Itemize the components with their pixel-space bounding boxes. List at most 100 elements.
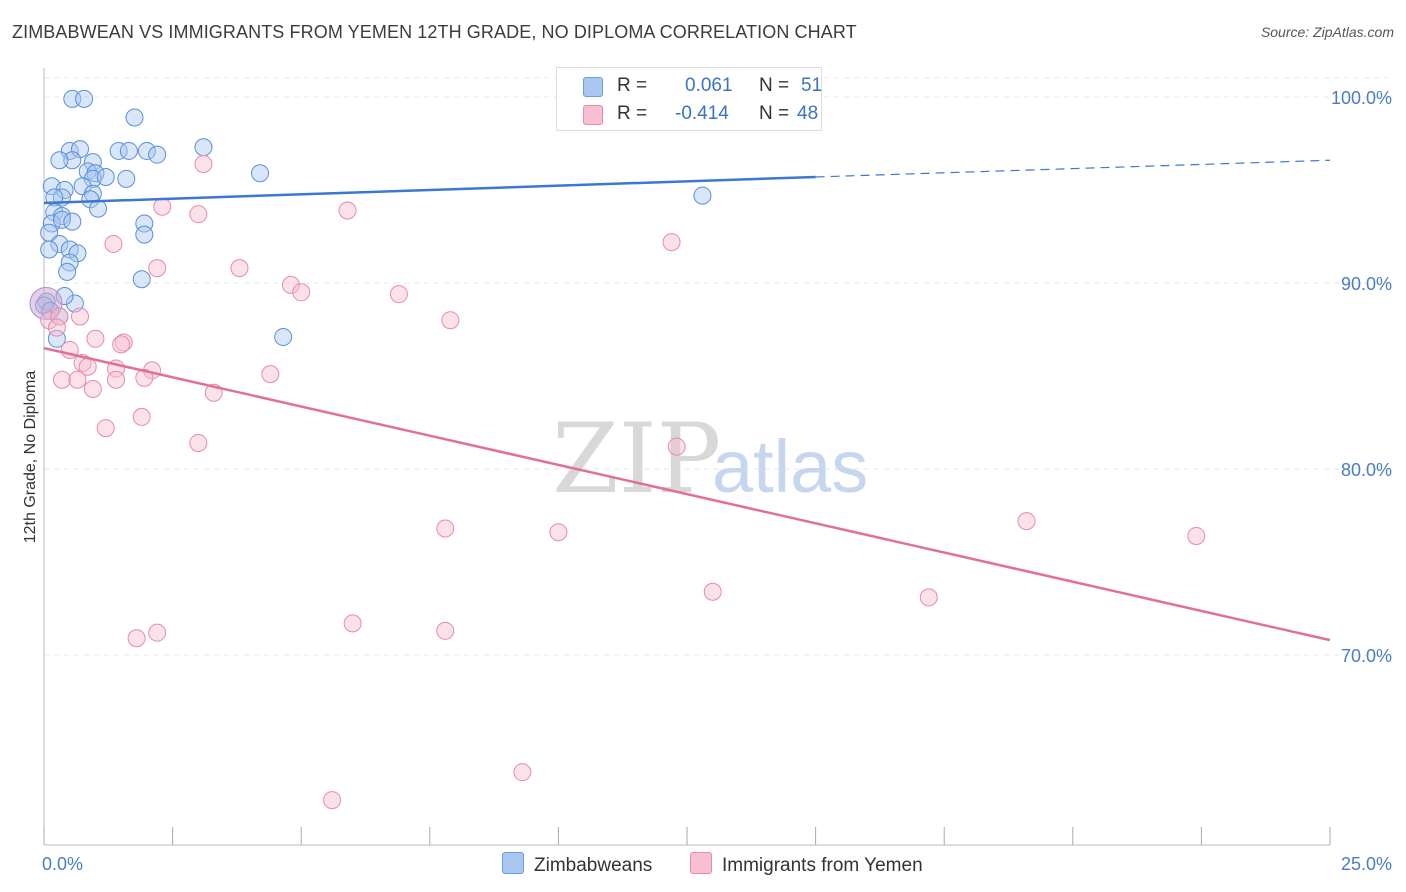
- legend-swatch-pink: [583, 105, 603, 125]
- data-point-zimbabweans: [75, 89, 94, 108]
- data-point-yemen: [132, 407, 151, 426]
- data-point-yemen: [112, 335, 131, 354]
- bottom-legend-yemen: Immigrants from Yemen: [690, 852, 923, 877]
- data-point-yemen: [68, 370, 87, 389]
- data-point-yemen: [114, 333, 133, 352]
- data-point-yemen: [189, 205, 208, 224]
- legend-r-label: R =: [617, 103, 648, 124]
- trend-line-yemen: [43, 346, 1331, 642]
- data-point-zimbabweans: [58, 262, 77, 281]
- x-tick-label: 0.0%: [42, 854, 83, 874]
- legend-n-label: N =: [759, 103, 790, 124]
- trend-line-zimbabweans: [43, 175, 816, 205]
- data-point-zimbabweans: [148, 145, 167, 164]
- data-point-yemen: [513, 763, 532, 782]
- data-point-yemen: [389, 285, 408, 304]
- data-point-yemen: [261, 365, 280, 384]
- y-tick-label: 90.0%: [1341, 274, 1392, 294]
- trend-line-zimbabweans-projection: [815, 159, 1331, 178]
- data-point-yemen: [549, 523, 568, 542]
- data-point-zimbabweans: [40, 240, 59, 259]
- data-point-zimbabweans: [96, 167, 115, 186]
- y-tick-label: 100.0%: [1331, 88, 1392, 108]
- chart-title: ZIMBABWEAN VS IMMIGRANTS FROM YEMEN 12TH…: [12, 22, 857, 42]
- data-point-yemen: [86, 329, 105, 348]
- bottom-legend-label: Zimbabweans: [534, 855, 653, 876]
- data-point-yemen: [436, 621, 455, 640]
- data-point-yemen: [343, 614, 362, 633]
- data-point-yemen: [40, 311, 59, 330]
- bottom-legend-label: Immigrants from Yemen: [722, 855, 923, 876]
- data-point-zimbabweans: [194, 138, 213, 157]
- legend: R = 0.061 N = 51 R = -0.414 N = 48: [556, 67, 822, 131]
- data-point-yemen: [107, 370, 126, 389]
- data-point-zimbabweans: [125, 108, 144, 127]
- data-point-yemen: [281, 275, 300, 294]
- legend-r-value: 0.061: [685, 75, 733, 96]
- series-zimbabweans: [29, 89, 712, 348]
- bottom-legend-swatch-blue: [502, 852, 524, 874]
- data-point-cluster: [29, 286, 63, 320]
- data-point-yemen: [47, 318, 66, 337]
- grid-lines: [44, 77, 1392, 656]
- data-point-yemen: [104, 234, 123, 253]
- data-point-yemen: [194, 154, 213, 173]
- legend-swatch-blue: [583, 77, 603, 97]
- data-point-yemen: [189, 433, 208, 452]
- data-point-yemen: [50, 307, 69, 326]
- data-point-yemen: [1017, 512, 1036, 531]
- data-point-yemen: [153, 197, 172, 216]
- data-point-yemen: [96, 419, 115, 438]
- data-point-yemen: [148, 623, 167, 642]
- axes: [43, 68, 1331, 846]
- data-point-yemen: [667, 437, 686, 456]
- data-point-yemen: [127, 629, 146, 648]
- data-point-zimbabweans: [251, 164, 270, 183]
- x-tick-label: 25.0%: [1341, 854, 1392, 874]
- data-point-zimbabweans: [63, 212, 82, 231]
- bottom-legend-zimbabweans: Zimbabweans: [502, 852, 652, 877]
- data-point-zimbabweans: [81, 190, 100, 209]
- data-point-zimbabweans: [68, 244, 87, 263]
- data-point-zimbabweans: [137, 141, 156, 160]
- data-point-yemen: [292, 283, 311, 302]
- data-point-zimbabweans: [50, 234, 69, 253]
- data-point-zimbabweans: [693, 186, 712, 205]
- data-point-zimbabweans: [117, 169, 136, 188]
- y-tick-label: 80.0%: [1341, 460, 1392, 480]
- legend-n-value: 48: [797, 103, 819, 124]
- data-point-zimbabweans: [109, 141, 128, 160]
- legend-n-label: N =: [759, 75, 790, 96]
- legend-r-value: -0.414: [675, 103, 729, 124]
- data-point-yemen: [323, 791, 342, 810]
- data-point-yemen: [135, 368, 154, 387]
- tick-labels: 70.0% 80.0% 90.0% 100.0% 0.0% 25.0%: [42, 88, 1392, 874]
- data-point-yemen: [53, 370, 72, 389]
- data-point-yemen: [919, 588, 938, 607]
- legend-r-label: R =: [617, 75, 648, 96]
- data-point-zimbabweans: [63, 151, 82, 170]
- data-point-zimbabweans: [55, 181, 74, 199]
- data-point-zimbabweans: [119, 141, 138, 160]
- legend-n-value: 51: [801, 75, 823, 96]
- trend-lines: [43, 159, 1331, 642]
- watermark-atlas: atlas: [712, 425, 868, 508]
- data-point-zimbabweans: [89, 199, 108, 218]
- data-point-zimbabweans: [132, 270, 151, 289]
- data-point-yemen: [441, 311, 460, 330]
- data-point-yemen: [71, 307, 90, 326]
- data-point-yemen: [83, 380, 102, 399]
- data-point-zimbabweans: [50, 151, 69, 170]
- y-tick-label: 70.0%: [1341, 646, 1392, 666]
- data-point-yemen: [1187, 526, 1206, 545]
- bottom-legend-swatch-pink: [690, 852, 712, 874]
- data-point-yemen: [148, 259, 167, 278]
- data-point-yemen: [338, 201, 357, 220]
- source-credit: Source: ZipAtlas.com: [1260, 24, 1394, 40]
- y-axis-label: 12th Grade, No Diploma: [22, 371, 39, 544]
- data-point-zimbabweans: [135, 225, 154, 244]
- data-point-zimbabweans: [53, 207, 72, 226]
- data-point-zimbabweans: [274, 327, 293, 346]
- watermark-zip: ZIP: [552, 403, 721, 515]
